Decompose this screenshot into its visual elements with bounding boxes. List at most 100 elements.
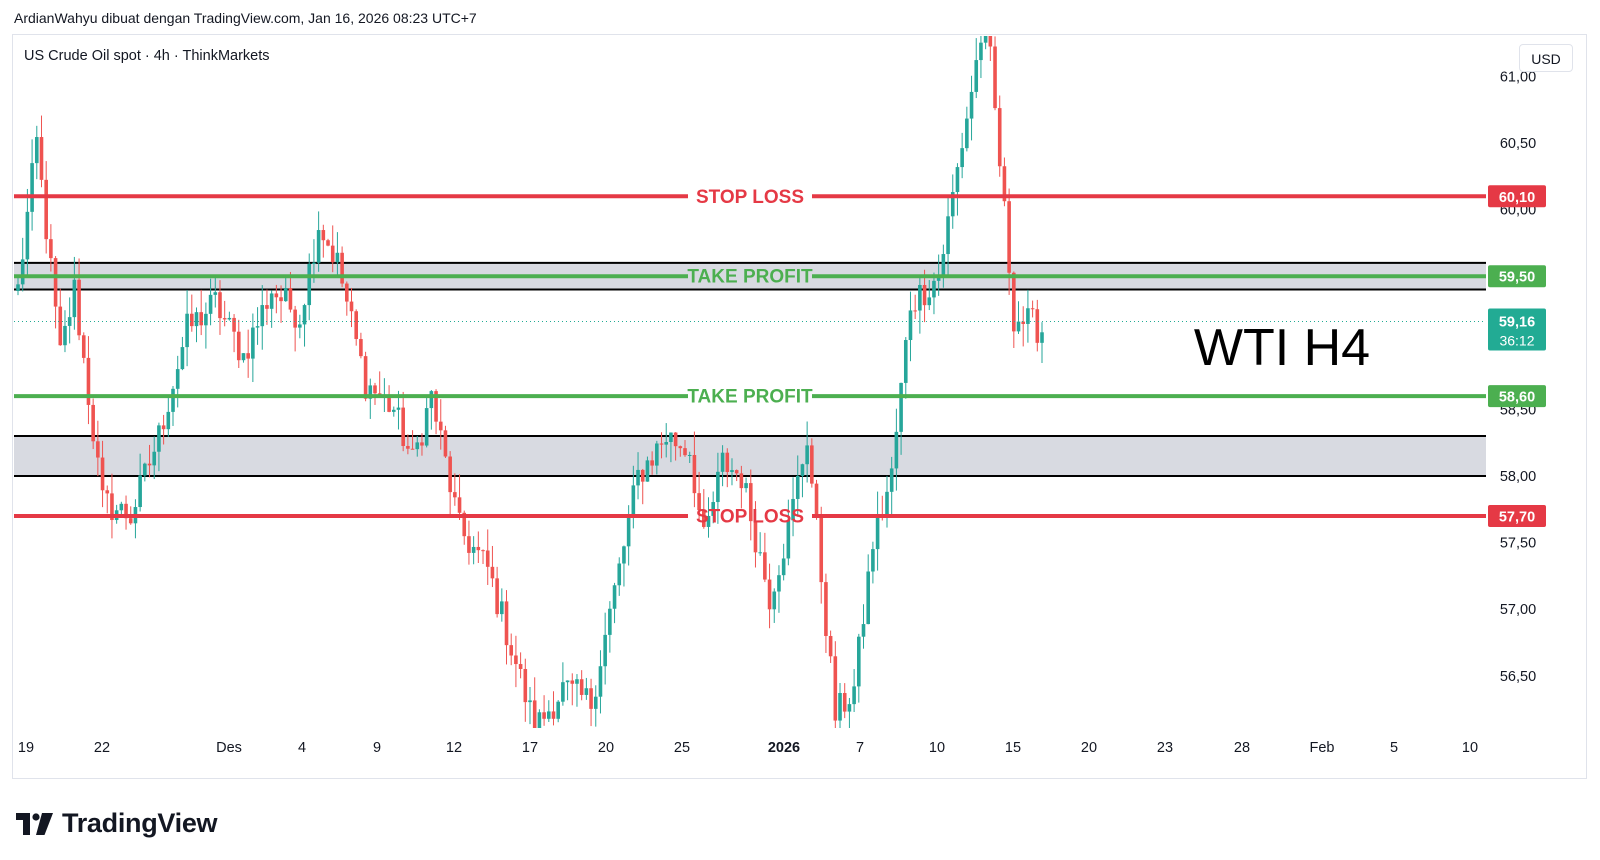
candle-body <box>974 60 979 92</box>
chart-pane[interactable] <box>12 34 1587 779</box>
candle-body <box>236 331 241 361</box>
candle-body <box>889 468 894 492</box>
candle-body <box>669 432 673 443</box>
candle-body <box>542 712 546 719</box>
candle-body <box>678 446 683 449</box>
candle-body <box>927 297 932 306</box>
candle-body <box>748 483 753 522</box>
candle-body <box>772 591 777 610</box>
candle-body <box>936 277 941 281</box>
candle-body <box>335 252 340 263</box>
symbol-legend: US Crude Oil spot · 4h · ThinkMarkets <box>24 48 270 64</box>
candle-body <box>800 464 805 476</box>
candle-body <box>283 288 288 302</box>
candle-body <box>438 421 443 431</box>
candle-body <box>128 518 133 524</box>
candle-body <box>443 430 448 457</box>
candle-body <box>871 549 875 572</box>
candle-body <box>86 357 91 405</box>
candle-body <box>44 179 48 240</box>
candle-body <box>189 313 194 327</box>
candle-body <box>913 310 917 312</box>
candle-body <box>391 409 396 412</box>
candle-body <box>697 493 701 511</box>
price-tick-label: 57,00 <box>1500 602 1536 618</box>
candle-body <box>77 279 81 336</box>
candle-body <box>701 510 706 527</box>
candle-body <box>349 301 354 312</box>
candle-body <box>753 521 758 553</box>
candle-body <box>579 679 584 695</box>
candle-body <box>950 192 955 217</box>
price-badge <box>1488 185 1546 208</box>
candle-body <box>312 262 316 264</box>
currency-button[interactable]: USD <box>1519 44 1573 72</box>
candle-body <box>58 306 63 346</box>
candle-body <box>199 312 203 326</box>
candle-body <box>852 686 856 705</box>
price-tick-label: 58,00 <box>1500 469 1536 485</box>
candle-body <box>589 688 593 709</box>
time-tick-label: 15 <box>1005 740 1021 756</box>
candle-body <box>673 432 678 447</box>
candle-body <box>161 425 166 430</box>
time-tick-label: 9 <box>373 740 381 756</box>
candle-body <box>420 442 424 446</box>
candle-body <box>34 137 39 164</box>
candle-body <box>1035 309 1040 343</box>
candle-body <box>603 634 607 667</box>
candle-body <box>406 445 410 449</box>
candle-body <box>1030 308 1035 310</box>
candle-body <box>706 515 711 527</box>
candle-body <box>119 503 124 511</box>
candle-body <box>213 292 218 295</box>
candle-body <box>490 566 495 579</box>
time-tick-label: 7 <box>856 740 864 756</box>
candle-body <box>100 457 105 491</box>
candle-body <box>626 517 631 547</box>
price-badge <box>1488 504 1546 527</box>
candle-body <box>462 512 467 537</box>
candle-body <box>908 310 913 341</box>
candle-body <box>617 563 622 586</box>
candle-body <box>655 443 659 466</box>
candle-body <box>969 91 974 119</box>
candle-body <box>260 305 265 327</box>
candle-body <box>316 230 321 263</box>
candle-body <box>241 353 246 361</box>
candle-body <box>692 454 697 494</box>
candle-body <box>683 448 687 456</box>
candle-body <box>152 451 157 466</box>
price-tick-label: 56,50 <box>1500 669 1536 685</box>
candle-body <box>265 305 269 309</box>
candle-body <box>819 515 824 583</box>
time-tick-label: 5 <box>1390 740 1398 756</box>
time-tick-label: 25 <box>674 740 690 756</box>
candle-body <box>326 240 330 246</box>
candle-body <box>302 305 307 325</box>
candle-body <box>598 666 603 697</box>
candle-body <box>824 582 828 636</box>
candle-body <box>227 317 232 320</box>
time-tick-label: 10 <box>1462 740 1478 756</box>
candle-body <box>345 283 349 302</box>
chart-title: WTI H4 <box>1194 319 1370 377</box>
time-tick-label: 23 <box>1157 740 1173 756</box>
candle-body <box>180 347 185 370</box>
time-tick-label: 2026 <box>768 740 800 756</box>
candle-body <box>222 318 227 320</box>
candle-body <box>434 391 438 422</box>
candle-body <box>659 443 664 445</box>
candle-body <box>636 469 640 486</box>
candle-body <box>232 317 236 332</box>
tradingview-logo-icon <box>16 812 53 835</box>
tradingview-brand[interactable]: TradingView <box>16 808 218 839</box>
candle-body <box>110 493 114 521</box>
candle-body <box>476 546 481 551</box>
zone-rect-1 <box>14 436 1486 476</box>
candle-body <box>941 254 946 278</box>
candle-body <box>288 288 293 310</box>
candle-body <box>321 230 326 241</box>
candle-body <box>828 635 833 657</box>
